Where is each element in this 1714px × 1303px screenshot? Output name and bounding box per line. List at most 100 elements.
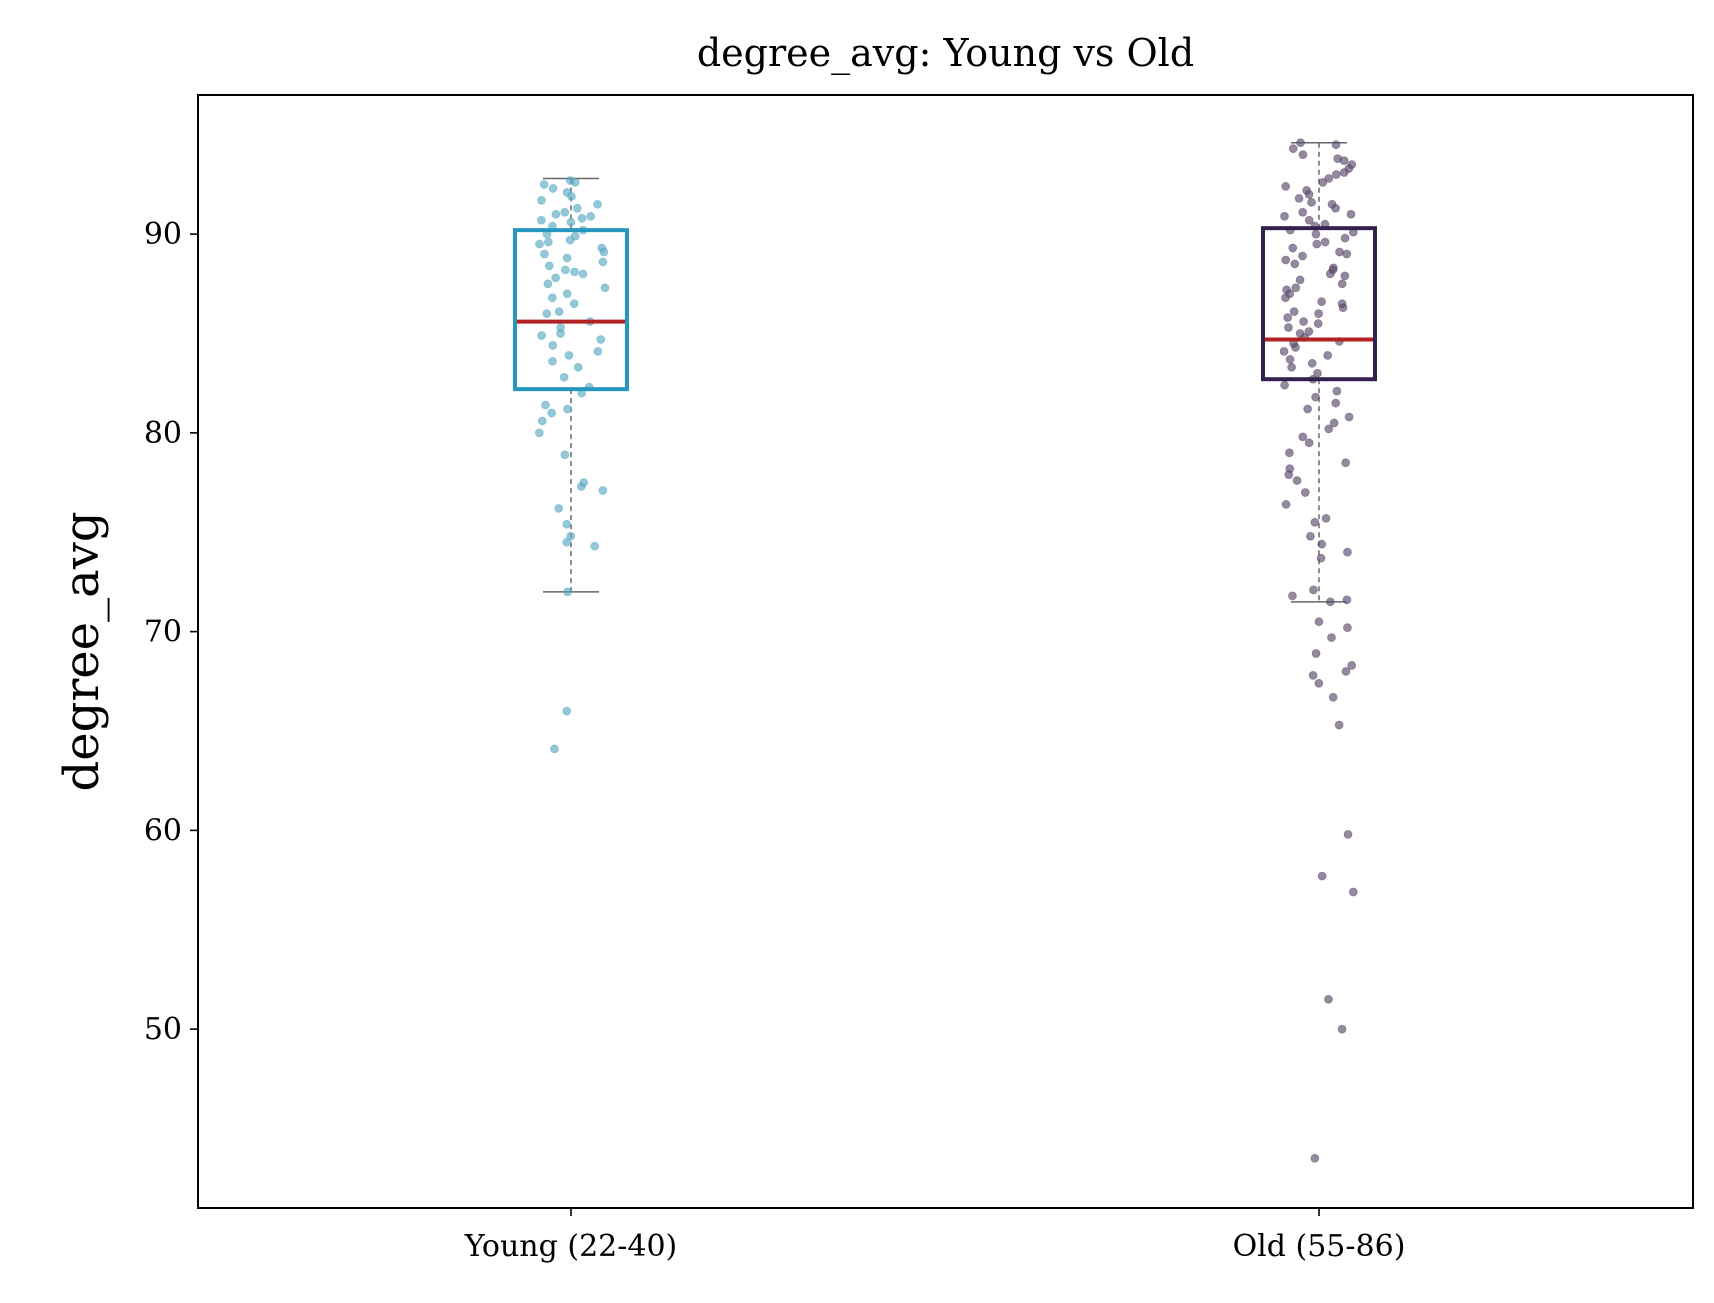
- x-axis: Young (22-40) Old (55-86): [464, 1208, 1405, 1264]
- data-point: [1331, 398, 1341, 408]
- data-point: [562, 519, 572, 529]
- data-point: [548, 356, 557, 366]
- data-point: [1285, 354, 1295, 364]
- data-point: [1288, 144, 1298, 154]
- data-point: [565, 235, 575, 245]
- data-point: [1329, 418, 1339, 428]
- data-point: [1311, 229, 1321, 239]
- data-point: [1311, 649, 1321, 658]
- data-point: [1341, 666, 1351, 676]
- y-axis-label: degree_avg: [54, 511, 110, 791]
- data-point: [1298, 251, 1307, 261]
- data-point: [535, 239, 544, 249]
- data-point: [559, 372, 569, 382]
- data-point: [578, 269, 588, 279]
- data-point: [1280, 380, 1289, 390]
- y-tick-label: 80: [144, 416, 182, 451]
- data-point: [1304, 438, 1314, 448]
- data-point: [1347, 661, 1357, 670]
- data-point: [566, 217, 576, 227]
- data-point: [1288, 591, 1297, 601]
- data-point: [1340, 233, 1350, 243]
- data-point: [573, 362, 583, 372]
- data-point: [1307, 197, 1316, 207]
- data-point: [1334, 720, 1344, 730]
- data-point: [1327, 633, 1336, 642]
- data-point: [577, 213, 587, 223]
- data-point: [563, 587, 572, 597]
- data-point: [1346, 209, 1356, 219]
- data-point: [1317, 539, 1327, 549]
- data-point: [1313, 319, 1323, 328]
- data-point: [544, 261, 554, 271]
- data-point: [1298, 150, 1308, 160]
- data-point: [576, 482, 586, 491]
- data-point: [1312, 239, 1322, 249]
- data-point: [1285, 448, 1294, 458]
- y-tick-label: 70: [144, 615, 182, 650]
- data-point: [598, 486, 608, 495]
- data-point: [593, 199, 602, 209]
- data-point: [572, 203, 582, 213]
- data-point: [1342, 249, 1352, 259]
- data-point: [1287, 362, 1297, 372]
- data-point: [539, 180, 549, 189]
- data-point: [570, 267, 579, 277]
- data-point: [1311, 392, 1320, 402]
- y-tick-label: 60: [144, 813, 182, 848]
- data-point: [1308, 670, 1318, 680]
- data-point: [551, 273, 561, 283]
- data-point: [1317, 871, 1327, 881]
- data-point: [1314, 617, 1324, 627]
- data-point: [562, 289, 572, 299]
- data-point: [1331, 140, 1341, 150]
- data-point: [566, 531, 576, 541]
- data-point: [1332, 386, 1342, 396]
- data-point: [564, 350, 574, 360]
- data-point: [560, 207, 570, 217]
- data-point: [548, 184, 558, 193]
- data-point: [1341, 458, 1351, 468]
- data-point: [1331, 170, 1341, 179]
- data-point: [1299, 317, 1308, 326]
- x-tick-label: Young (22-40): [464, 1229, 678, 1264]
- box-iqr: [513, 228, 629, 392]
- data-point: [550, 744, 559, 754]
- data-point: [1290, 259, 1300, 269]
- data-point: [556, 329, 565, 338]
- data-point: [569, 299, 579, 309]
- data-point: [1306, 531, 1315, 541]
- data-point: [590, 541, 600, 551]
- data-point: [1323, 350, 1333, 360]
- data-point: [1304, 327, 1314, 336]
- data-point: [562, 253, 572, 263]
- data-point: [562, 537, 572, 547]
- data-point: [537, 416, 547, 426]
- box-iqr: [1261, 226, 1377, 382]
- data-point: [1292, 476, 1302, 485]
- data-point: [1314, 309, 1323, 319]
- data-point: [586, 211, 596, 221]
- data-point: [1283, 313, 1293, 323]
- data-point: [1310, 517, 1320, 527]
- data-point: [1344, 412, 1354, 422]
- data-point: [1324, 174, 1334, 183]
- data-point: [596, 335, 606, 344]
- box-group-young: [513, 176, 629, 754]
- data-point: [1328, 692, 1338, 702]
- data-point: [1300, 488, 1310, 497]
- data-point: [1279, 346, 1289, 356]
- data-point: [1281, 293, 1290, 303]
- data-point: [1295, 275, 1305, 285]
- data-point: [1324, 994, 1333, 1004]
- data-point: [1325, 597, 1335, 607]
- y-tick-label: 90: [144, 217, 182, 252]
- data-point: [537, 195, 546, 205]
- data-point: [562, 706, 572, 716]
- data-point: [1317, 297, 1326, 307]
- data-point: [1321, 513, 1331, 523]
- data-point: [1281, 182, 1291, 191]
- data-point: [1320, 237, 1330, 247]
- data-point: [1289, 307, 1299, 317]
